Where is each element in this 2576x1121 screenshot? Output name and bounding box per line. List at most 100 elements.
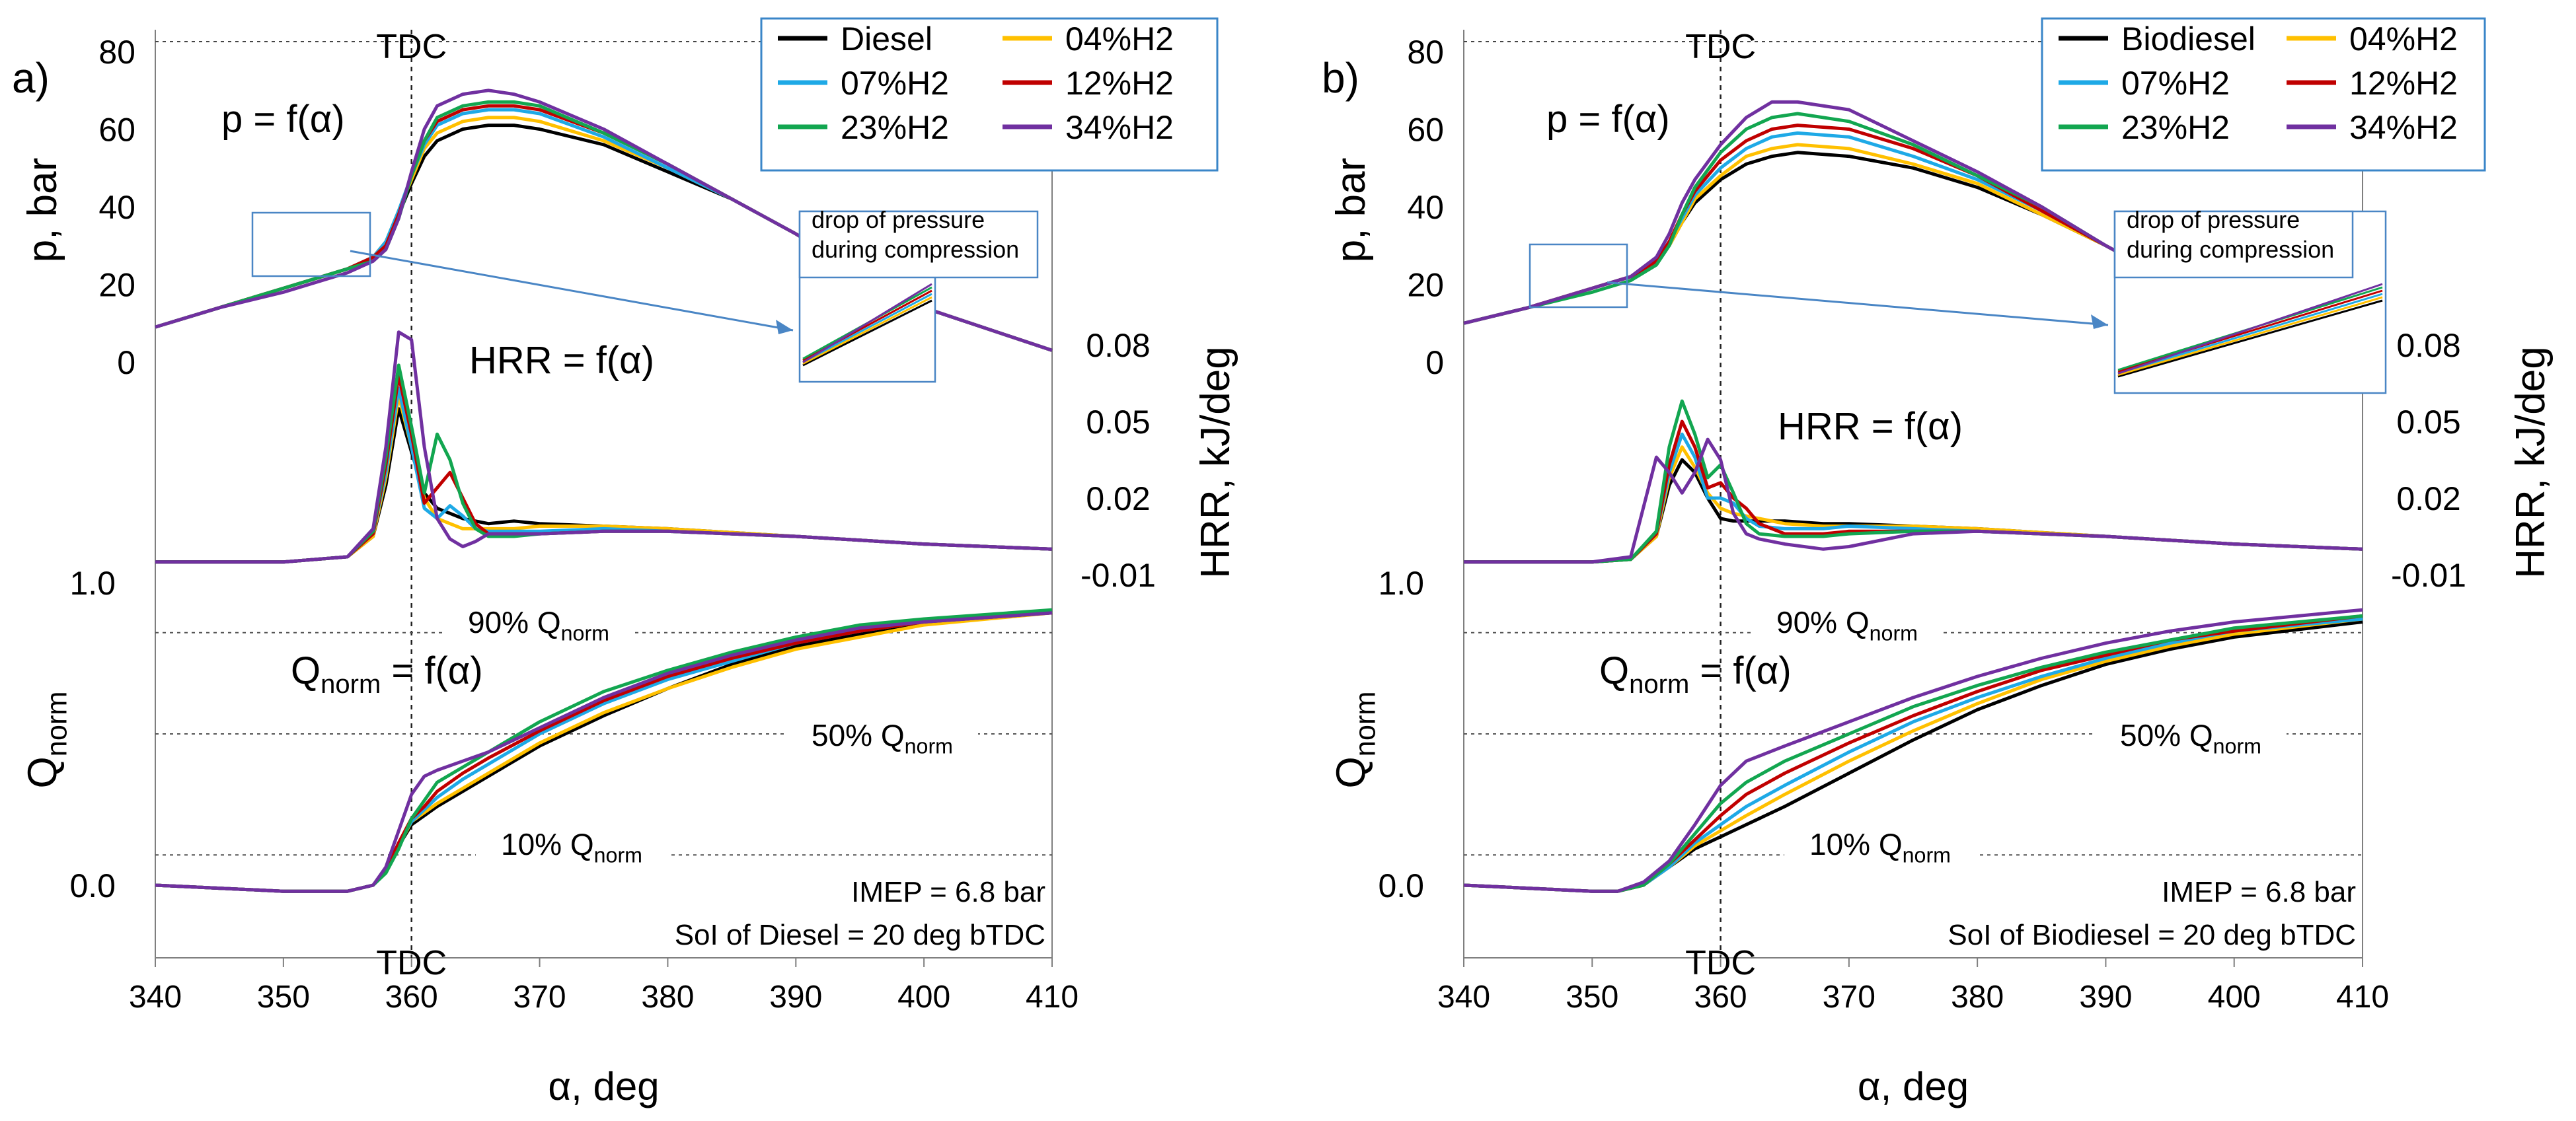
legend-label-12pcth2: 12%H2 (2349, 65, 2458, 102)
inset-caption-line1: drop of pressure (2127, 206, 2300, 233)
pressure-tick-label: 20 (98, 267, 135, 304)
x-tick-label: 390 (2079, 980, 2132, 1015)
note-imep: IMEP = 6.8 bar (851, 876, 1045, 908)
pressure-tick-label: 40 (98, 189, 135, 226)
qnorm-line-34pcth2 (1463, 608, 2363, 893)
qnorm-level-bg (476, 825, 667, 865)
hrr-tick-label: -0.01 (2391, 557, 2466, 594)
inset-caption-box (2113, 210, 2354, 279)
pressure-tick-label: 60 (98, 112, 135, 149)
x-tick-label: 390 (769, 980, 822, 1015)
legend-label-04pcth2: 04%H2 (2349, 20, 2458, 57)
qnorm-tick-label: 0.0 (69, 867, 116, 904)
legend-label-23pcth2: 23%H2 (841, 109, 949, 146)
legend-box (2041, 17, 2486, 172)
qnorm-level-label: 10% Qnorm (1809, 827, 1951, 867)
qnorm-curve-title: Qnorm = f(α) (291, 649, 483, 699)
x-tick-label: 410 (2336, 980, 2389, 1015)
x-axis-title: α, deg (1858, 1064, 1969, 1108)
note-soi: SoI of Biodiesel = 20 deg bTDC (1948, 919, 2356, 951)
zoom-arrow (350, 250, 794, 332)
inset-line (2117, 283, 2383, 375)
legend-label-07pcth2: 07%H2 (841, 65, 949, 102)
zoom-arrowhead (2091, 314, 2108, 329)
panel-label: b) (1322, 54, 1359, 102)
pressure-tick-label: 20 (1407, 267, 1444, 304)
x-tick-label: 370 (513, 980, 566, 1015)
qnorm-level-label: 90% Qnorm (1776, 605, 1918, 645)
zoom-source-box (1529, 243, 1628, 308)
x-tick-label: 350 (257, 980, 310, 1015)
hrr-tick-label: -0.01 (1080, 557, 1156, 594)
qnorm-level-label: 10% Qnorm (501, 827, 642, 867)
legend-label-34pcth2: 34%H2 (1065, 109, 1174, 146)
qnorm-level-label: 50% Qnorm (812, 718, 953, 758)
pressure-line-34pcth2 (1463, 100, 2363, 352)
hrr-tick-label: 0.02 (2396, 480, 2460, 517)
pressure-curve-title: p = f(α) (1546, 98, 1670, 141)
x-tick-label: 380 (1951, 980, 2004, 1015)
pressure-axis-title: p, bar (1328, 158, 1374, 263)
x-tick-label: 400 (897, 980, 950, 1015)
pressure-tick-label: 0 (117, 344, 135, 381)
note-soi: SoI of Diesel = 20 deg bTDC (675, 919, 1045, 951)
pressure-tick-label: 80 (98, 34, 135, 71)
x-tick-label: 340 (1437, 980, 1490, 1015)
legend-label-34pcth2: 34%H2 (2349, 109, 2458, 146)
inset-line (802, 296, 932, 365)
legend-label-diesel: Diesel (841, 20, 932, 57)
x-tick-label: 410 (1026, 980, 1079, 1015)
legend-label-12pcth2: 12%H2 (1065, 65, 1174, 102)
legend-box (760, 17, 1219, 172)
qnorm-level-bg (2095, 704, 2287, 744)
hrr-tick-label: 0.05 (1086, 404, 1150, 441)
panel-label: a) (12, 54, 50, 102)
inset-line (802, 299, 932, 367)
hrr-line-07pcth2 (155, 386, 1053, 564)
hrr-line-diesel (155, 407, 1053, 564)
pressure-curve-title: p = f(α) (221, 98, 345, 141)
pressure-tick-label: 60 (1407, 112, 1444, 149)
qnorm-tick-label: 1.0 (69, 565, 116, 602)
hrr-line-biodiesel (1464, 458, 2363, 564)
zoom-source-box (251, 211, 371, 277)
qnorm-tick-label: 1.0 (1378, 565, 1424, 602)
pressure-tick-label: 40 (1407, 189, 1444, 226)
x-axis-title: α, deg (548, 1064, 659, 1108)
inset-line (802, 283, 932, 363)
qnorm-curve-title: Qnorm = f(α) (1599, 649, 1792, 699)
hrr-tick-label: 0.05 (2396, 404, 2460, 441)
hrr-line-34pcth2 (155, 330, 1053, 564)
qnorm-tick-label: 0.0 (1378, 867, 1424, 904)
pressure-line-34pcth2 (155, 89, 1053, 352)
legend-label-07pcth2: 07%H2 (2121, 65, 2230, 102)
inset-caption-line2: during compression (812, 236, 1019, 263)
pressure-tick-label: 80 (1407, 34, 1444, 71)
inset-caption-box (798, 210, 1039, 279)
qnorm-level-bg (786, 704, 978, 744)
qnorm-axis-title: Qnorm (1328, 691, 1382, 788)
pressure-tick-label: 0 (1425, 344, 1444, 381)
legend-label-biodiesel: Biodiesel (2121, 20, 2255, 57)
x-tick-label: 400 (2208, 980, 2261, 1015)
x-tick-label: 340 (129, 980, 182, 1015)
x-tick-label: 380 (641, 980, 694, 1015)
zoom-arrow (1607, 281, 2109, 326)
pressure-axis-title: p, bar (20, 158, 65, 263)
qnorm-level-label: 50% Qnorm (2120, 718, 2261, 758)
zoom-arrowhead (776, 320, 793, 334)
hrr-line-34pcth2 (1464, 437, 2363, 564)
inset-line (2117, 299, 2383, 378)
qnorm-level-label: 90% Qnorm (468, 605, 609, 645)
legend-label-23pcth2: 23%H2 (2121, 109, 2230, 146)
note-imep: IMEP = 6.8 bar (2162, 876, 2356, 908)
hrr-tick-label: 0.02 (1086, 480, 1150, 517)
hrr-tick-label: 0.08 (2396, 327, 2460, 364)
hrr-line-04pcth2 (155, 394, 1053, 564)
x-tick-label: 370 (1823, 980, 1875, 1015)
inset-line (2117, 293, 2383, 375)
inset-caption-line1: drop of pressure (812, 206, 985, 233)
